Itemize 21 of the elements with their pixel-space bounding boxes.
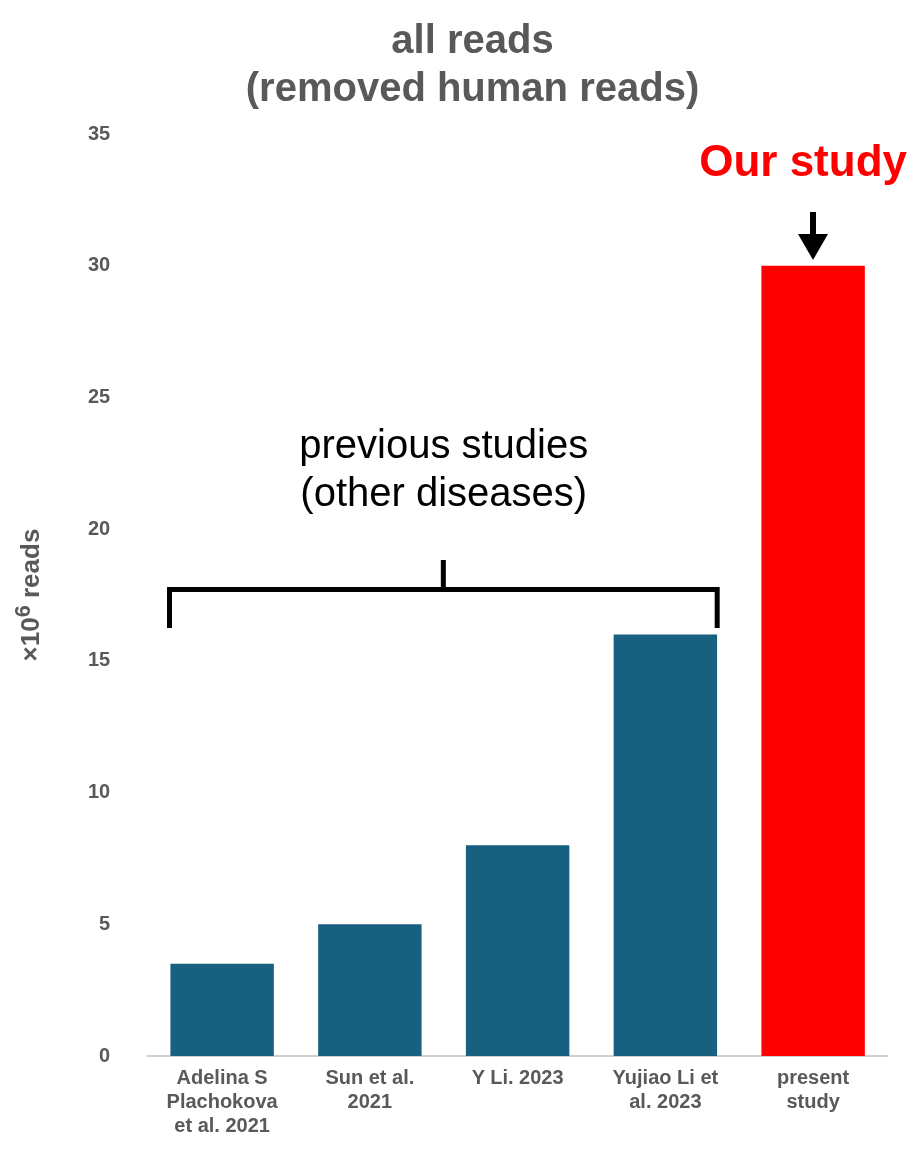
bar xyxy=(761,265,865,1056)
y-tick-label: 10 xyxy=(88,780,111,803)
annotation: previous studies (other diseases) xyxy=(298,420,590,516)
bar xyxy=(465,845,570,1056)
bar xyxy=(613,634,718,1056)
bar xyxy=(318,924,422,1056)
y-tick-label: 35 xyxy=(88,121,111,144)
x-tick-label: Sun et al. 2021 xyxy=(325,1065,415,1112)
x-tick-label: Y Li. 2023 xyxy=(471,1065,564,1088)
y-tick-label: 0 xyxy=(99,1043,111,1066)
y-tick-label: 25 xyxy=(88,384,111,407)
annotation: Our study xyxy=(699,135,907,186)
y-tick-label: 5 xyxy=(99,911,111,934)
y-tick-label: 30 xyxy=(88,253,111,276)
y-tick-label: 20 xyxy=(88,516,111,539)
chart-title: all reads (removed human reads) xyxy=(245,17,700,110)
bar xyxy=(170,963,274,1056)
x-tick-label: Yujiao Li et al. 2023 xyxy=(612,1065,719,1112)
x-tick-label: present study xyxy=(777,1065,850,1112)
y-tick-label: 15 xyxy=(88,648,111,671)
x-tick-label: Adelina S Plachokova et al. 2021 xyxy=(166,1065,279,1136)
